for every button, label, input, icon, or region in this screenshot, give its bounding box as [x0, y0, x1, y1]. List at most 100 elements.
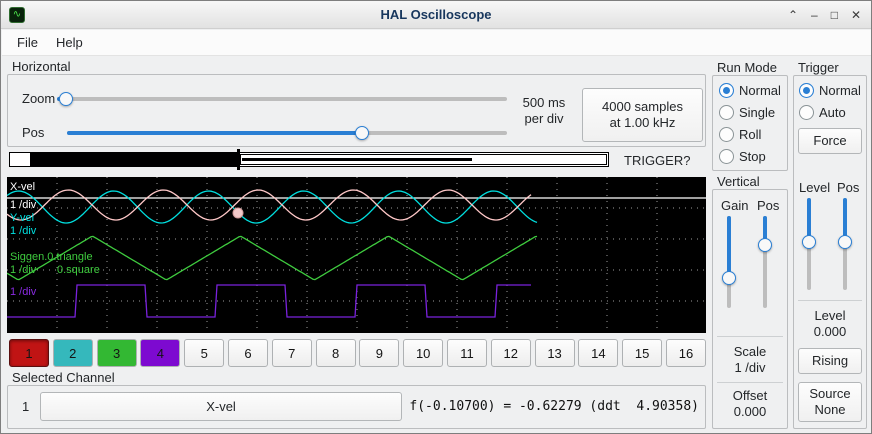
record-window-outline [240, 154, 607, 165]
trace-siggen-square [7, 284, 531, 318]
run-mode-title: Run Mode [717, 60, 777, 75]
shade-icon[interactable]: ⌃ [787, 8, 798, 22]
zoom-slider-handle[interactable] [59, 92, 73, 106]
radio-checked-icon [799, 83, 814, 98]
channel-button-2[interactable]: 2 [52, 339, 93, 367]
run-mode-single-radio[interactable]: Single [719, 104, 775, 121]
trigger-source-button[interactable]: Source None [798, 382, 862, 422]
record-position-bar[interactable] [9, 149, 609, 170]
radio-label: Auto [819, 105, 846, 120]
record-buffer-segment [30, 153, 238, 166]
level-slider-handle[interactable] [802, 235, 816, 250]
maximize-icon[interactable]: □ [830, 8, 838, 22]
channel-button-7[interactable]: 7 [271, 339, 312, 367]
zoom-slider[interactable] [57, 92, 507, 106]
radio-icon [719, 127, 734, 142]
channel-button-6[interactable]: 6 [227, 339, 268, 367]
run-mode-roll-radio[interactable]: Roll [719, 126, 761, 143]
separator [717, 336, 783, 337]
channel-button-12[interactable]: 12 [490, 339, 531, 367]
selected-channel-title: Selected Channel [12, 370, 115, 385]
channel-button-3[interactable]: 3 [96, 339, 137, 367]
horizontal-group-title: Horizontal [12, 59, 71, 74]
vertical-pos-slider[interactable] [758, 216, 772, 308]
trigger-cursor[interactable] [237, 149, 240, 170]
channel-button-11[interactable]: 11 [446, 339, 487, 367]
edge-button[interactable]: Rising [798, 348, 862, 374]
menu-help[interactable]: Help [55, 35, 83, 50]
radio-label: Single [739, 105, 776, 120]
scale-caption: Scale [733, 344, 767, 359]
level-slider-fill [807, 198, 811, 243]
selected-channel-group: Selected Channel 1 X-vel f(-0.10700) = -… [7, 370, 706, 429]
record-midline [242, 158, 472, 161]
trigger-pos-label: Pos [837, 180, 860, 195]
channel-button-4[interactable]: 4 [140, 339, 181, 367]
channel-button-row: 1 2 3 4 5 6 7 8 9 10 11 12 13 14 15 16 [9, 339, 706, 367]
trigger-title: Trigger [798, 60, 839, 75]
position-slider-handle[interactable] [354, 126, 369, 140]
vertical-group: Vertical Gain Pos Scale 1 /div Offset 0.… [712, 174, 788, 429]
scope-channel-label: 1 /div [10, 225, 37, 237]
scope-channel-label: X-vel [10, 181, 35, 193]
tpos-slider-handle[interactable] [838, 235, 852, 250]
samples-rate-button[interactable]: 4000 samples at 1.00 kHz [582, 88, 703, 142]
tpos-slider-fill [843, 198, 847, 243]
channel-button-13[interactable]: 13 [534, 339, 575, 367]
radio-icon [719, 105, 734, 120]
scope-channel-label: 1 /div [10, 286, 37, 298]
radio-icon [719, 149, 734, 164]
scope-channel-label: Y-vel [10, 212, 34, 224]
trigger-normal-radio[interactable]: Normal [799, 82, 861, 99]
zoom-slider-track [57, 97, 507, 101]
channel-button-9[interactable]: 9 [359, 339, 400, 367]
channel-button-15[interactable]: 15 [622, 339, 663, 367]
scope-channel-label: Siggen.0.triangle [10, 251, 93, 263]
gain-slider-fill [727, 216, 731, 278]
menu-file[interactable]: File [17, 35, 38, 50]
vpos-slider-track [763, 216, 767, 308]
vpos-slider-fill [763, 216, 767, 245]
trigger-level-caption: Level [814, 308, 846, 323]
position-slider-fill [67, 131, 362, 135]
close-icon[interactable]: ✕ [850, 8, 861, 22]
radio-label: Normal [739, 83, 781, 98]
channel-button-10[interactable]: 10 [403, 339, 444, 367]
run-mode-normal-radio[interactable]: Normal [719, 82, 781, 99]
scope-grid [7, 177, 706, 333]
trigger-point-marker[interactable] [232, 207, 244, 219]
channel-button-1[interactable]: 1 [9, 339, 49, 367]
trigger-auto-radio[interactable]: Auto [799, 104, 846, 121]
offset-value: 0.000 [733, 404, 767, 419]
run-mode-stop-radio[interactable]: Stop [719, 148, 766, 165]
trigger-pos-slider[interactable] [838, 198, 852, 290]
trace-y-vel [7, 189, 532, 221]
vertical-gain-slider[interactable] [722, 216, 736, 308]
horizontal-position-slider[interactable] [67, 126, 507, 140]
horizontal-pos-label: Pos [22, 125, 45, 140]
channel-button-8[interactable]: 8 [315, 339, 356, 367]
force-button[interactable]: Force [798, 128, 862, 154]
vpos-slider-handle[interactable] [758, 237, 772, 252]
titlebar[interactable]: ∿ HAL Oscilloscope ⌃ – □ ✕ [1, 1, 871, 29]
channel-button-14[interactable]: 14 [578, 339, 619, 367]
scope-channel-label: 1 /div [10, 199, 37, 211]
radio-checked-icon [719, 83, 734, 98]
time-per-div-label: 500 ms per div [522, 95, 566, 126]
channel-value-readout: f(-0.10700) = -0.62279 (ddt 4.90358) [409, 399, 699, 414]
channel-button-16[interactable]: 16 [665, 339, 706, 367]
trigger-level-slider[interactable] [802, 198, 816, 290]
window-controls: ⌃ – □ ✕ [788, 1, 861, 29]
trigger-level-label: Level [799, 180, 831, 195]
channel-source-button[interactable]: X-vel [40, 392, 402, 421]
radio-label: Stop [739, 149, 766, 164]
channel-button-5[interactable]: 5 [184, 339, 225, 367]
selected-channel-number: 1 [22, 399, 30, 414]
gain-slider-handle[interactable] [722, 270, 736, 285]
minimize-icon[interactable]: – [811, 8, 818, 22]
radio-label: Normal [819, 83, 861, 98]
window-title: HAL Oscilloscope [380, 7, 492, 22]
app-icon: ∿ [9, 7, 25, 23]
